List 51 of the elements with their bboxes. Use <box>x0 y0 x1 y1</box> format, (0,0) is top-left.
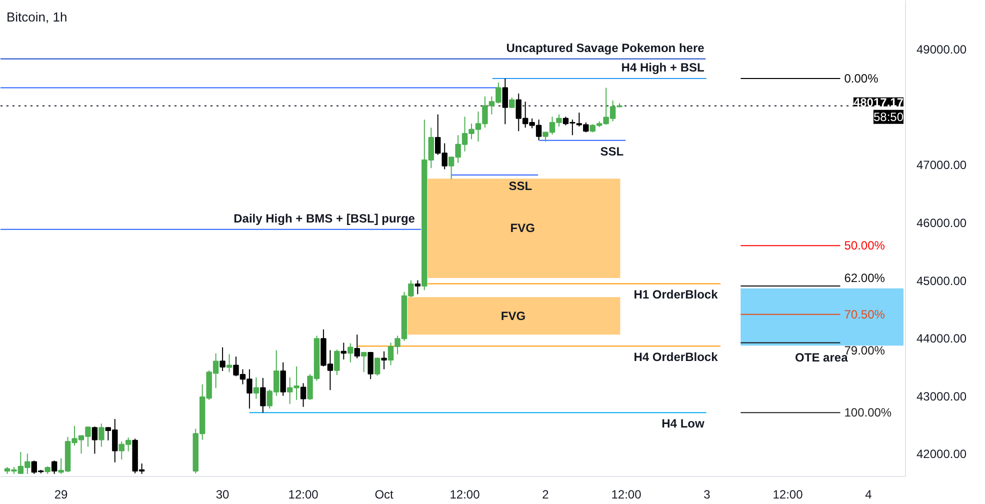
candlestick <box>334 349 340 376</box>
candlestick <box>340 342 347 360</box>
candlestick <box>253 376 260 400</box>
x-tick-label: 12:00 <box>772 488 804 502</box>
candlestick <box>414 280 421 295</box>
x-tick-label: 12:00 <box>288 488 319 502</box>
x-tick-label: 30 <box>216 488 230 502</box>
annotation: 58:50 <box>873 110 904 124</box>
x-tick-label: Oct <box>374 488 394 502</box>
candlestick <box>260 377 266 414</box>
y-tick-label: 44000.00 <box>916 332 967 346</box>
candlestick <box>348 342 354 363</box>
series-label: 50.00% <box>844 238 886 253</box>
annotation: SSL <box>508 179 532 194</box>
series-label: 100.00% <box>844 406 892 420</box>
candlestick <box>220 346 226 372</box>
candlestick <box>502 78 508 125</box>
y-tick-label: 47000.00 <box>916 158 967 172</box>
candlestick <box>354 334 360 359</box>
y-tick-label: 42000.00 <box>916 447 967 462</box>
annotation: FVG <box>510 221 535 236</box>
x-tick-label: 29 <box>54 488 68 502</box>
candlestick <box>300 382 306 408</box>
candlestick <box>381 350 387 370</box>
annotation: H4 OrderBlock <box>634 350 718 364</box>
x-tick-label: 4 <box>865 488 872 502</box>
annotation: Uncaptured Savage Pokemon here <box>506 40 705 55</box>
ref-line-label: 48017.17 <box>853 95 904 110</box>
y-tick-label: 49000.00 <box>916 42 967 57</box>
y-tick-label: 45000.00 <box>916 274 967 288</box>
annotation: FVG <box>500 309 526 324</box>
annotation: Daily High + BMS + [BSL] purge <box>234 211 416 226</box>
x-tick-label: 3 <box>704 488 711 502</box>
y-tick-label: 43000.00 <box>916 389 967 404</box>
text: Bitcoin, 1h <box>6 10 68 25</box>
candlestick <box>280 362 286 396</box>
x-tick-label: 12:00 <box>450 488 480 502</box>
annotation: H1 OrderBlock <box>634 288 718 302</box>
y-tick-label: 46000.00 <box>916 216 967 230</box>
candlestick <box>374 357 380 376</box>
candlestick <box>226 354 232 373</box>
annotation: H4 Low <box>662 416 705 431</box>
x-tick-label: 12:00 <box>611 488 642 502</box>
series-label: 70.50% <box>844 307 886 322</box>
series-label: 62.00% <box>844 271 886 286</box>
candlestick <box>368 351 374 380</box>
series-label: 0.00% <box>844 72 879 86</box>
candlestick <box>360 351 367 373</box>
annotation: H4 High + BSL <box>621 60 704 75</box>
annotation: SSL <box>600 144 624 158</box>
x-tick-label: 2 <box>542 488 550 502</box>
